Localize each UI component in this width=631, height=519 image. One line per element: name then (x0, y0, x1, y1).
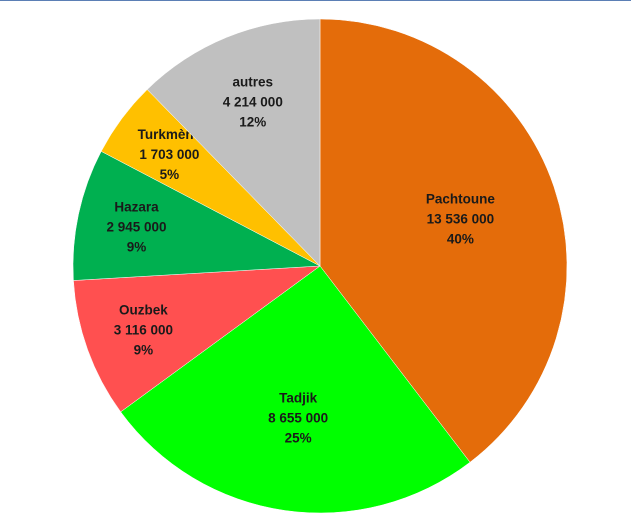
slice-name: autres (233, 74, 274, 89)
slice-value: 8 655 000 (268, 411, 328, 426)
slice-label-hazara: Hazara 2 945 000 9% (106, 200, 166, 255)
slice-value: 3 116 000 (114, 323, 173, 338)
slice-percent: 25% (285, 431, 312, 446)
pie-slice-pachtoune (319, 18, 568, 463)
slice-percent: 5% (160, 167, 180, 182)
slice-name: Hazara (114, 200, 159, 215)
slice-percent: 12% (239, 114, 266, 129)
slice-label-tadjik: Tadjik 8 655 000 25% (268, 391, 328, 446)
pie-slice-ouzbek (73, 265, 321, 413)
slice-value: 13 536 000 (427, 212, 495, 227)
slice-name: Turkmène (138, 127, 202, 142)
slice-label-ouzbek: Ouzbek 3 116 000 9% (114, 303, 173, 358)
slice-value: 2 945 000 (106, 220, 166, 235)
slice-percent: 9% (134, 343, 154, 358)
slice-percent: 9% (127, 240, 147, 255)
slice-name: Ouzbek (119, 303, 168, 318)
pie-slice-hazara (72, 151, 321, 281)
slice-name: Pachtoune (426, 192, 496, 207)
slice-value: 1 703 000 (139, 147, 199, 162)
slice-percent: 40% (447, 232, 474, 247)
slice-name: Tadjik (279, 391, 318, 406)
slice-label-turkmene: Turkmène 1 703 000 5% (138, 127, 202, 182)
slice-value: 4 214 000 (223, 94, 283, 109)
pie-slice-tadjik (120, 265, 471, 514)
slice-label-pachtoune: Pachtoune 13 536 000 40% (426, 192, 496, 247)
slice-label-autres: autres 4 214 000 12% (223, 74, 283, 129)
pie-slice-autres (146, 18, 321, 267)
